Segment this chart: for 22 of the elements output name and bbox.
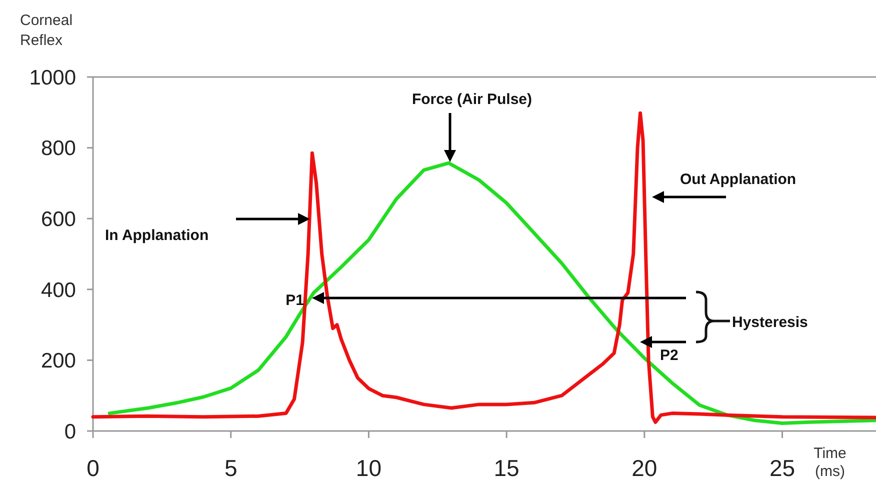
annotation: P2 (660, 347, 678, 364)
y-axis-title: Corneal Reflex (20, 12, 73, 49)
annotation: Hysteresis (732, 314, 808, 331)
x-axis-title: Time (ms) (814, 445, 846, 480)
x-tick-label: 5 (224, 455, 238, 481)
line-series (91, 111, 876, 424)
x-tick-label: 25 (769, 455, 796, 481)
y-tick-label: 800 (40, 137, 76, 160)
annotation: In Applanation (105, 227, 209, 244)
y-tick-label: 600 (40, 208, 76, 231)
x-tick-label: 20 (632, 455, 658, 481)
y-tick-label: 200 (40, 350, 76, 373)
annotation: Out Applanation (680, 171, 796, 188)
y-tick-label: 0 (64, 420, 76, 444)
y-tick-label: 1000 (29, 66, 76, 90)
annotation: P1 (286, 292, 304, 309)
y-tick-label: 400 (40, 278, 76, 302)
annotation: Force (Air Pulse) (412, 91, 532, 108)
line-series (108, 161, 876, 425)
x-tick-label: 0 (86, 455, 100, 481)
x-tick-label: 10 (356, 455, 382, 481)
x-tick-label: 15 (494, 455, 520, 481)
